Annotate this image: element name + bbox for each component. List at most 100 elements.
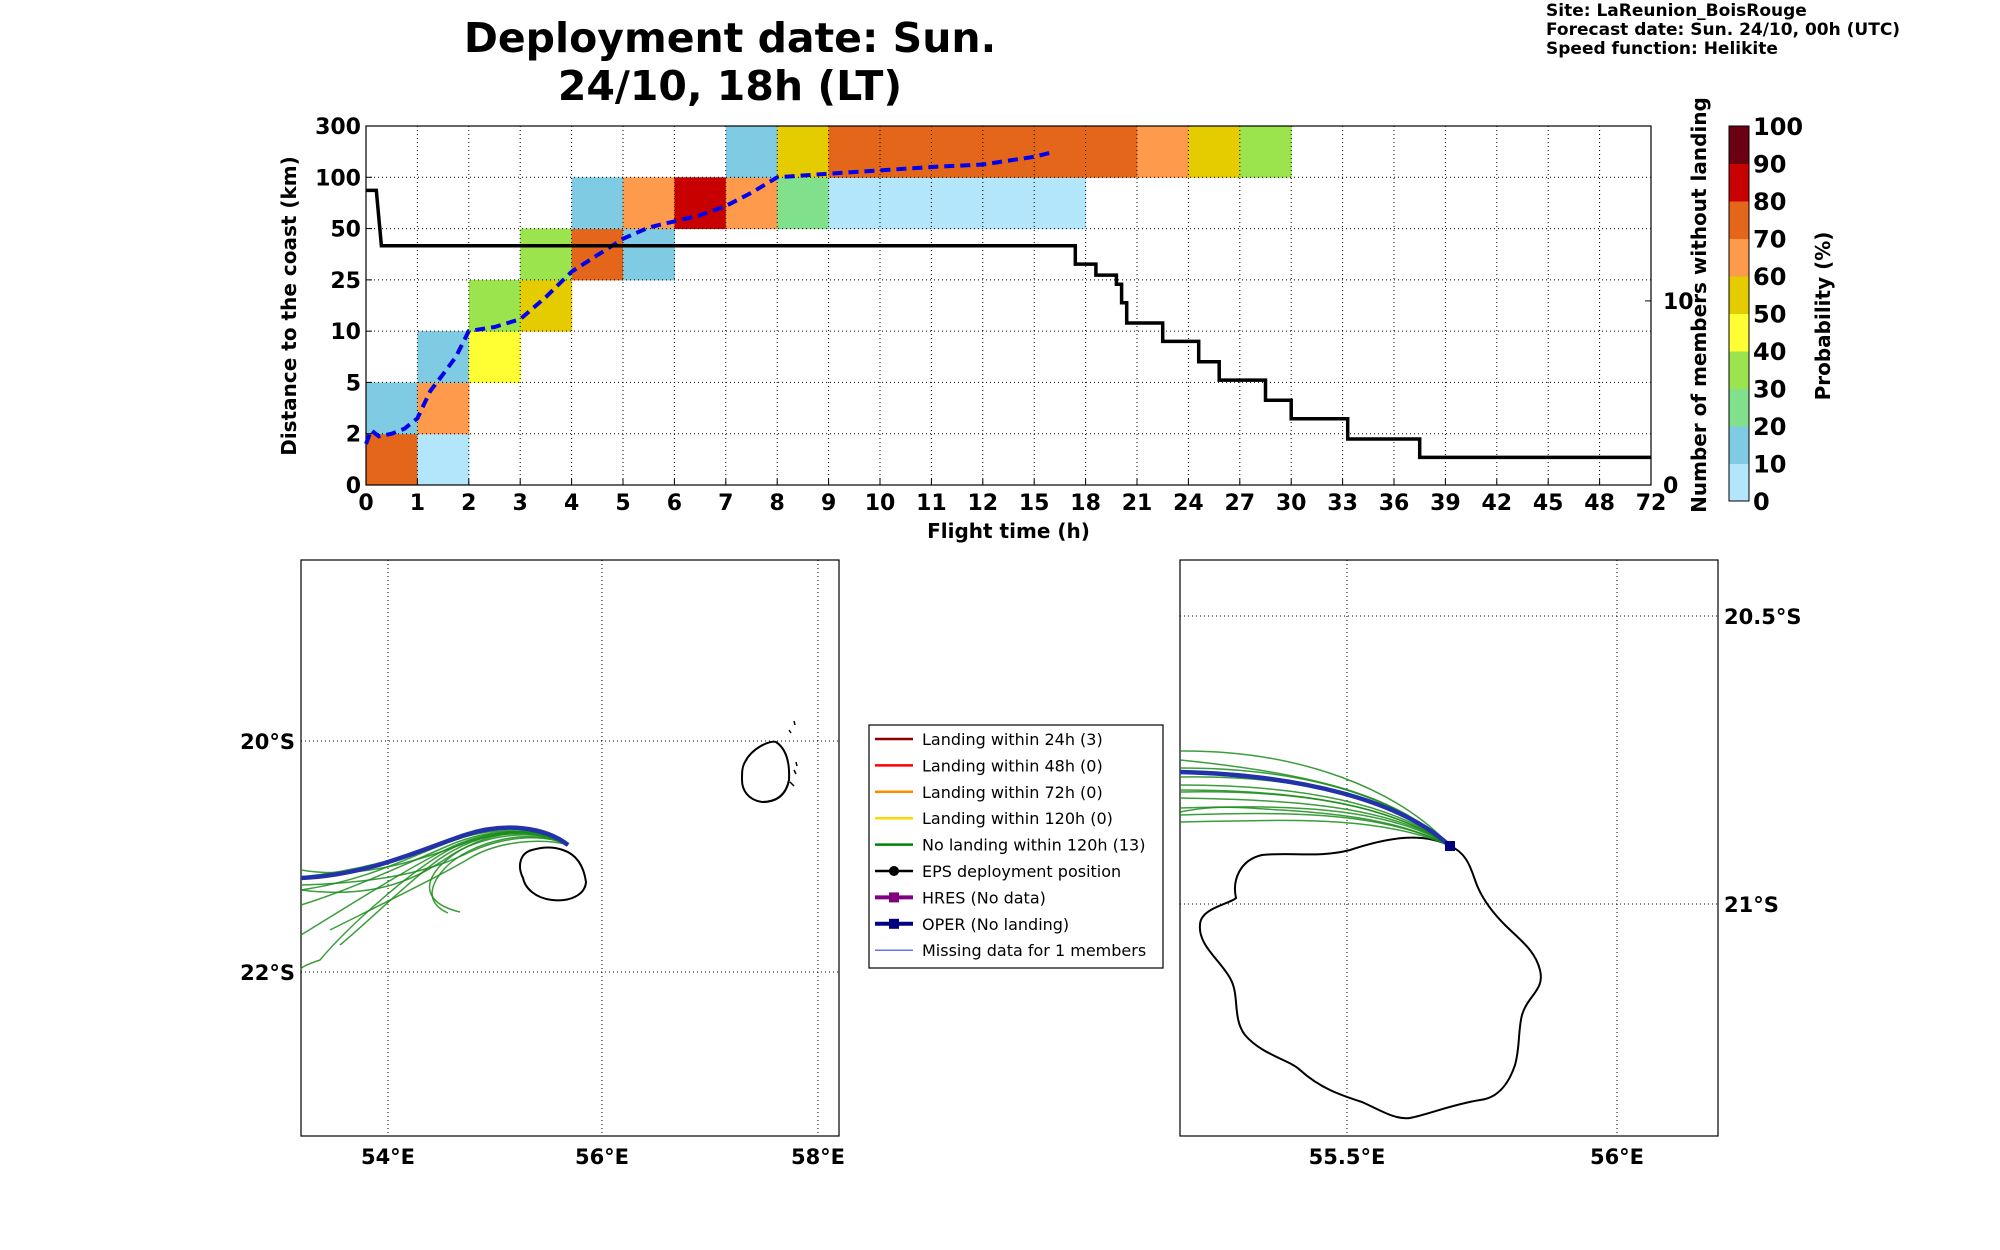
x-tick-label: 42 bbox=[1481, 491, 1512, 516]
y2-tick-label: 0 bbox=[1663, 474, 1678, 499]
forecast-date-label: Forecast date: Sun. 24/10, 00h (UTC) bbox=[1546, 20, 1901, 40]
ensemble-trajectory bbox=[428, 832, 569, 913]
x-tick-label: 15 bbox=[1019, 491, 1050, 516]
distance-heatmap-chart: 0 1 2 3 4 5 6 7 8 9 10 11 12 15 18 21 24 27 30 33 36 39 42 45 48… bbox=[277, 97, 1711, 543]
plot-frame bbox=[365, 125, 1652, 486]
trajectory-legend: Landing within 24h (3) Landing within 48h… bbox=[868, 724, 1164, 969]
x-tick-label: 72 bbox=[1636, 491, 1667, 516]
ensemble-trajectory bbox=[1179, 784, 1451, 847]
colorbar-segment bbox=[1729, 201, 1749, 239]
ensemble-trajectory bbox=[1179, 789, 1451, 847]
x-tick-label: 8 bbox=[770, 491, 785, 516]
zoom-map: 55.5°E 56°E 20.5°S 21°S bbox=[1179, 559, 1801, 1169]
heatmap-cell bbox=[777, 126, 830, 178]
x-tick-label: 2 bbox=[461, 491, 476, 516]
x-tick-label: 12 bbox=[967, 491, 998, 516]
median-distance-line bbox=[364, 149, 1056, 445]
heatmap-cell bbox=[366, 433, 418, 486]
x-tick-label: 21 bbox=[1122, 491, 1153, 516]
heatmap-cell bbox=[1188, 126, 1241, 178]
colorbar-segment bbox=[1729, 463, 1749, 502]
map-x-tick-label: 56°E bbox=[1590, 1145, 1644, 1169]
colorbar-segment bbox=[1729, 351, 1749, 389]
site-info: Site: LaReunion_BoisRouge Forecast date:… bbox=[1546, 2, 1900, 59]
legend-swatch-marker bbox=[889, 866, 899, 876]
heatmap-cell bbox=[468, 279, 521, 332]
colorbar-tick-label: 70 bbox=[1753, 226, 1786, 254]
x-tick-label: 4 bbox=[564, 491, 579, 516]
colorbar-tick-label: 80 bbox=[1753, 188, 1786, 216]
map-frame bbox=[300, 559, 840, 1137]
heatmap-cell bbox=[777, 177, 830, 230]
ensemble-trajectory bbox=[1179, 819, 1451, 847]
site-label: Site: LaReunion_BoisRouge bbox=[1546, 1, 1807, 21]
y-axis-label: Distance to the coast (km) bbox=[277, 156, 301, 456]
colorbar-tick-label: 60 bbox=[1753, 263, 1786, 291]
deployment-position-marker bbox=[1445, 841, 1455, 851]
legend-frame bbox=[868, 724, 1164, 969]
y-tick-label: 0 bbox=[346, 474, 361, 499]
x-tick-label: 33 bbox=[1327, 491, 1358, 516]
heatmap-cell bbox=[1034, 177, 1087, 230]
heatmap-cell bbox=[982, 177, 1035, 230]
y-tick-label: 10 bbox=[330, 320, 361, 345]
colorbar-tick-label: 10 bbox=[1753, 451, 1786, 479]
x-tick-label: 5 bbox=[615, 491, 630, 516]
legend-item-label: OPER (No landing) bbox=[922, 915, 1069, 934]
oper-trajectory bbox=[1179, 769, 1452, 848]
colorbar-label: Probability (%) bbox=[1811, 232, 1835, 401]
heatmap-cell bbox=[520, 279, 573, 332]
colorbar-segment bbox=[1729, 388, 1749, 427]
heatmap-cell bbox=[1085, 126, 1138, 178]
oper-trajectory bbox=[300, 825, 570, 881]
y-tick-label: 300 bbox=[315, 115, 361, 140]
ensemble-trajectory bbox=[431, 835, 569, 914]
heatmap-cell bbox=[982, 126, 1035, 178]
probability-colorbar: 0 10 20 30 40 50 60 70 80 90 100 Probability (%) bbox=[1728, 113, 1835, 516]
legend-item-label: Landing within 24h (3) bbox=[922, 730, 1103, 749]
heatmap-cell bbox=[623, 228, 675, 281]
colorbar-segment bbox=[1729, 276, 1749, 314]
ensemble-trajectory bbox=[329, 840, 569, 931]
x-tick-label: 27 bbox=[1224, 491, 1255, 516]
x-tick-label: 6 bbox=[667, 491, 682, 516]
colorbar-segment bbox=[1729, 426, 1749, 464]
heatmap-cell bbox=[828, 177, 881, 230]
heatmap-cell bbox=[880, 177, 932, 230]
northern-islets bbox=[788, 720, 796, 734]
legend-swatch-marker bbox=[889, 892, 899, 903]
x-tick-label: 48 bbox=[1584, 491, 1615, 516]
x-tick-label: 3 bbox=[513, 491, 528, 516]
heatmap-cell bbox=[1137, 126, 1189, 178]
colorbar-tick-label: 90 bbox=[1753, 151, 1786, 179]
x-tick-label: 10 bbox=[865, 491, 896, 516]
mauritius-island-outline bbox=[740, 740, 791, 804]
legend-item-label: Landing within 72h (0) bbox=[922, 783, 1103, 802]
colorbar-tick-label: 50 bbox=[1753, 301, 1786, 329]
y-tick-label: 5 bbox=[346, 371, 361, 396]
heatmap-cell bbox=[931, 126, 984, 178]
map-x-tick-label: 56°E bbox=[575, 1145, 629, 1169]
heatmap-cell bbox=[520, 228, 573, 281]
x-tick-label: 7 bbox=[718, 491, 733, 516]
x-tick-label: 24 bbox=[1173, 491, 1204, 516]
colorbar-segment bbox=[1729, 313, 1749, 352]
heatmap-cell bbox=[468, 331, 521, 383]
map-y-tick-label: 22°S bbox=[240, 961, 295, 985]
heatmap-cell bbox=[417, 382, 470, 435]
overview-map: 54°E 56°E 58°E 20°S 22°S bbox=[240, 559, 845, 1169]
speed-function-label: Speed function: Helikite bbox=[1546, 39, 1778, 59]
legend-item-label: No landing within 120h (13) bbox=[922, 836, 1145, 855]
map-x-tick-label: 54°E bbox=[361, 1145, 415, 1169]
map-y-tick-label: 20°S bbox=[240, 730, 295, 754]
legend-item-label: Landing within 120h (0) bbox=[922, 809, 1113, 828]
map-x-tick-label: 58°E bbox=[791, 1145, 845, 1169]
heatmap-cell bbox=[1239, 126, 1292, 178]
x-tick-label: 0 bbox=[358, 491, 373, 516]
x-tick-label: 1 bbox=[410, 491, 425, 516]
x-tick-label: 9 bbox=[821, 491, 836, 516]
legend-swatch-marker bbox=[889, 918, 899, 929]
y-tick-label: 100 bbox=[315, 166, 361, 191]
map-y-tick-label: 21°S bbox=[1724, 893, 1779, 917]
colorbar-segment bbox=[1729, 126, 1749, 164]
